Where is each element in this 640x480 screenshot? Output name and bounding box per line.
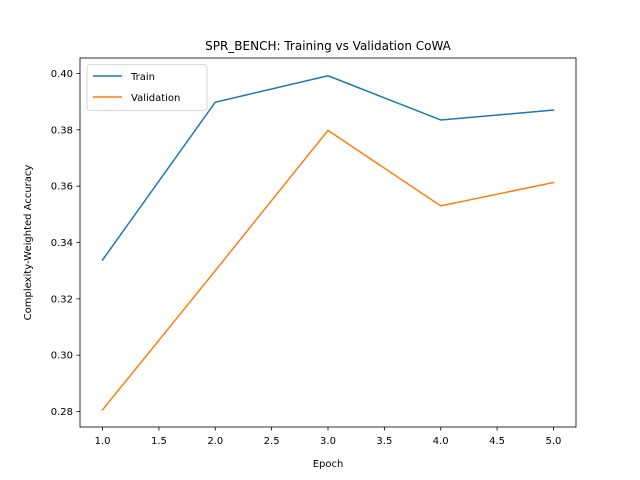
legend-label-train: Train	[130, 72, 155, 83]
x-tick-label: 5.0	[546, 436, 562, 447]
y-axis-label: Complexity-Weighted Accuracy	[23, 165, 34, 321]
x-tick-label: 4.5	[489, 436, 505, 447]
y-tick-label: 0.28	[51, 407, 73, 418]
x-tick-label: 2.0	[207, 436, 223, 447]
x-tick-label: 4.0	[433, 436, 449, 447]
y-tick-label: 0.36	[51, 182, 73, 193]
legend-label-validation: Validation	[131, 93, 180, 104]
x-tick-label: 2.5	[264, 436, 280, 447]
x-tick-label: 3.0	[320, 436, 336, 447]
x-tick-label: 1.5	[151, 436, 167, 447]
x-axis-label: Epoch	[313, 459, 344, 470]
chart-title: SPR_BENCH: Training vs Validation CoWA	[205, 39, 452, 53]
y-tick-label: 0.40	[51, 69, 73, 80]
x-tick-label: 3.5	[376, 436, 392, 447]
x-tick-label: 1.0	[95, 436, 111, 447]
y-tick-label: 0.34	[51, 238, 73, 249]
y-tick-label: 0.32	[51, 294, 73, 305]
legend: Train Validation	[87, 65, 207, 111]
y-tick-label: 0.38	[51, 125, 73, 136]
y-tick-label: 0.30	[51, 351, 73, 362]
